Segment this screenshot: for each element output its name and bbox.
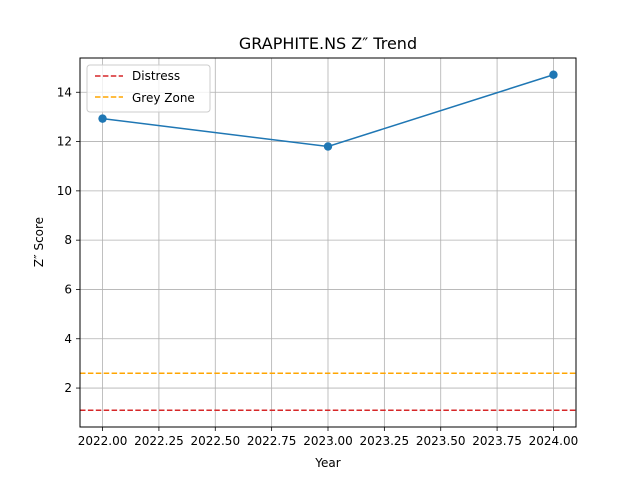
x-tick-label: 2023.50 bbox=[416, 434, 466, 448]
x-tick-label: 2022.00 bbox=[78, 434, 128, 448]
y-tick-label: 4 bbox=[64, 332, 72, 346]
legend-label-grey-zone: Grey Zone bbox=[132, 91, 195, 105]
y-tick-label: 6 bbox=[64, 282, 72, 296]
x-axis-label: Year bbox=[314, 456, 340, 470]
y-tick-label: 12 bbox=[57, 135, 72, 149]
x-tick-label: 2023.25 bbox=[360, 434, 410, 448]
y-tick-label: 14 bbox=[57, 85, 72, 99]
x-axis: 2022.00 2022.25 2022.50 2022.75 2023.00 2023.… bbox=[78, 427, 579, 448]
legend-label-distress: Distress bbox=[132, 69, 180, 83]
x-tick-label: 2022.50 bbox=[190, 434, 240, 448]
grid bbox=[80, 58, 576, 427]
y-axis: 2 4 6 8 10 12 14 bbox=[57, 85, 80, 395]
reference-lines bbox=[80, 372, 576, 411]
data-point bbox=[549, 70, 558, 79]
legend-frame bbox=[86, 64, 211, 113]
x-tick-label: 2023.75 bbox=[472, 434, 522, 448]
series bbox=[98, 70, 558, 151]
y-tick-label: 8 bbox=[64, 233, 72, 247]
data-point bbox=[323, 142, 333, 151]
chart-title: GRAPHITE.NS Z″ Trend bbox=[239, 34, 417, 53]
y-tick-label: 10 bbox=[57, 184, 72, 198]
x-tick-label: 2022.75 bbox=[247, 434, 297, 448]
y-tick-label: 2 bbox=[64, 381, 72, 395]
y-axis-label: Z″ Score bbox=[32, 217, 46, 267]
x-tick-label: 2022.25 bbox=[134, 434, 184, 448]
legend: Distress Grey Zone bbox=[86, 64, 211, 113]
x-tick-label: 2024.00 bbox=[529, 434, 579, 448]
x-tick-label: 2023.00 bbox=[303, 434, 353, 448]
data-point bbox=[98, 114, 107, 123]
